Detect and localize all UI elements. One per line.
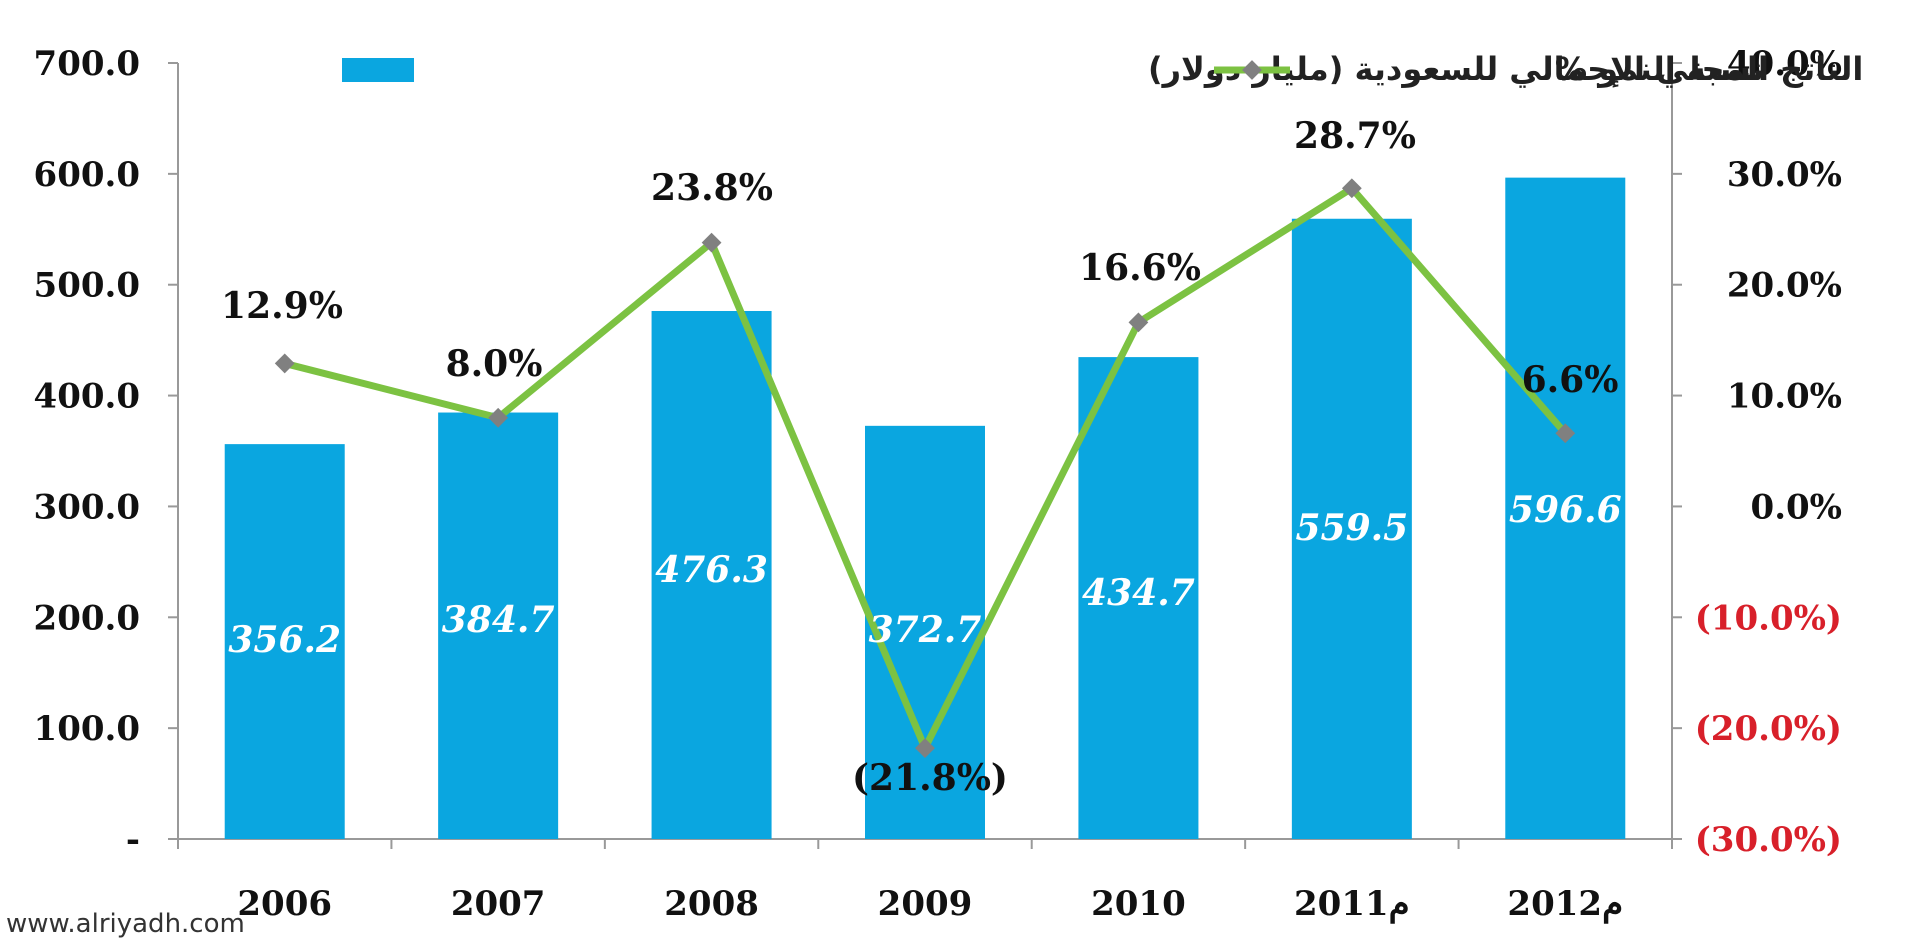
legend: الناتج المحلي الإجمالي للسعودية (مليار د…: [342, 50, 1863, 88]
growth-value-label: 28.7%: [1294, 115, 1416, 157]
growth-value-label: 6.6%: [1522, 359, 1619, 401]
growth-line: [274, 178, 1576, 758]
bar: [651, 310, 772, 839]
left-tick-label: 100.0: [34, 709, 140, 749]
growth-marker: [1128, 312, 1149, 333]
bar-value-label: 559.5: [1295, 507, 1408, 549]
right-tick-label: (20.0%): [1695, 709, 1842, 749]
bar: [865, 425, 985, 839]
growth-marker: [1341, 178, 1362, 199]
bar: [1291, 218, 1412, 840]
left-tick-label: -: [126, 820, 140, 860]
bar-value-label: 596.6: [1509, 489, 1622, 531]
growth-value-label: (21.8%): [852, 757, 1008, 799]
bar: [224, 444, 345, 839]
left-tick-label: 500.0: [34, 266, 140, 306]
growth-marker: [274, 353, 295, 374]
bar-value-label: 356.2: [228, 619, 341, 661]
right-tick-label: (10.0%): [1695, 598, 1842, 638]
growth-value-label: 8.0%: [446, 343, 543, 385]
right-tick-label: 20.0%: [1727, 266, 1842, 306]
right-tick-label: (30.0%): [1695, 820, 1842, 860]
legend-bar-swatch: [342, 58, 414, 82]
bar: [438, 412, 559, 839]
x-tick-label: 2008: [664, 884, 759, 924]
growth-value-label: 23.8%: [651, 167, 773, 209]
left-tick-label: 400.0: [34, 377, 140, 417]
left-tick-label: 200.0: [34, 598, 140, 638]
right-tick-label: 10.0%: [1727, 377, 1842, 417]
growth-marker: [488, 407, 509, 428]
legend-line-label: نسبة النمو %: [1555, 50, 1764, 88]
right-tick-label: 40.0%: [1727, 44, 1842, 84]
bar-value-label: 384.7: [442, 599, 555, 641]
bar: [1505, 177, 1626, 839]
growth-value-label: 16.6%: [1079, 247, 1201, 289]
bar-value-label: 476.3: [655, 549, 768, 591]
x-tick-label: 2007: [451, 884, 546, 924]
bars: [224, 177, 1626, 840]
bar-value-label: 434.7: [1082, 572, 1195, 614]
growth-marker: [1555, 423, 1576, 444]
watermark: www.alriyadh.com: [6, 909, 245, 939]
bar: [1078, 357, 1199, 839]
labels: 356.2 384.7 476.3 372.7 434.7 559.5 596.6 12.9%…: [221, 115, 1622, 799]
x-tick-label: 2009: [878, 884, 973, 924]
left-tick-label: 600.0: [34, 155, 140, 195]
x-tick-label: 2006: [237, 884, 332, 924]
left-tick-label: 300.0: [34, 487, 140, 527]
growth-value-label: 12.9%: [221, 285, 343, 327]
axes: - 100.0 200.0 300.0 400.0 500.0 600.0 700.0 (30.…: [34, 44, 1842, 924]
x-tick-label: 2011م: [1294, 884, 1410, 924]
left-tick-label: 700.0: [34, 44, 140, 84]
x-tick-label: 2012م: [1507, 884, 1623, 924]
bar-value-label: 372.7: [869, 609, 982, 651]
right-tick-label: 30.0%: [1727, 155, 1842, 195]
right-tick-label: 0.0%: [1751, 487, 1842, 527]
growth-marker: [915, 738, 935, 758]
x-tick-label: 2010: [1091, 884, 1186, 924]
legend-line-marker: [1242, 60, 1262, 80]
